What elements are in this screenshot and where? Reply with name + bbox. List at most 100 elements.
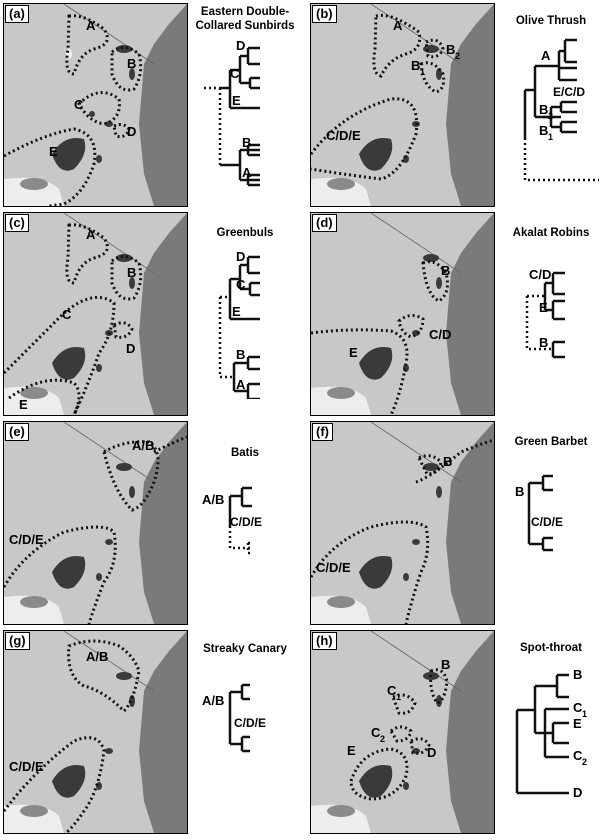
panel-title: Green Barbet bbox=[514, 436, 588, 448]
tree-label: C bbox=[573, 700, 583, 715]
map-label: C/D/E bbox=[326, 128, 361, 143]
map-label: A/B bbox=[86, 649, 108, 664]
map-d: B C/D E (d) bbox=[310, 212, 495, 416]
panel-title: Batis bbox=[230, 447, 260, 459]
tree-label: E bbox=[539, 300, 548, 315]
tree-label: D bbox=[573, 785, 582, 800]
phylo-tree-e: A/B C/D/E bbox=[202, 486, 262, 555]
map-label: C bbox=[62, 307, 72, 322]
map-label: B bbox=[411, 58, 420, 73]
map-label-sub: 1 bbox=[420, 67, 425, 77]
tree-label: C/D/E bbox=[531, 515, 563, 529]
highland-dark bbox=[52, 138, 86, 171]
map-label: B bbox=[443, 454, 452, 469]
tree-label: A bbox=[242, 165, 252, 180]
map-label: D bbox=[427, 745, 436, 760]
phylo-tree-f: B C/D/E bbox=[515, 474, 563, 552]
tree-label: B bbox=[539, 123, 548, 138]
panel-title: Greenbuls bbox=[216, 227, 274, 239]
panel-label: (e) bbox=[5, 423, 29, 441]
tree-label: A bbox=[236, 377, 246, 392]
map-label: E bbox=[349, 345, 358, 360]
panel-label: (a) bbox=[5, 5, 29, 23]
map-label: A bbox=[86, 18, 96, 33]
map-label: B bbox=[441, 263, 450, 278]
map-label: B bbox=[441, 657, 450, 672]
map-label: C bbox=[387, 683, 397, 698]
panel-label: (h) bbox=[312, 632, 337, 650]
phylo-tree-g: A/B C/D/E bbox=[202, 683, 266, 753]
map-label: D bbox=[126, 341, 135, 356]
map-a: A B C D E (a) bbox=[3, 3, 188, 207]
tree-label: D bbox=[236, 249, 245, 264]
tree-label: C bbox=[236, 277, 246, 292]
panel-c: A B C D E (c) Greenbuls D C E B A bbox=[0, 209, 300, 418]
map-label-sub: 1 bbox=[396, 692, 401, 702]
map-label: C/D/E bbox=[9, 532, 44, 547]
tree-label: C bbox=[573, 748, 583, 763]
map-label: C/D bbox=[429, 327, 451, 342]
panel-title: Olive Thrush bbox=[515, 15, 587, 27]
map-label: B bbox=[127, 265, 136, 280]
phylo-tree-d: C/D E B bbox=[525, 267, 565, 359]
tree-label: B bbox=[236, 347, 245, 362]
tree-label: B bbox=[539, 102, 548, 117]
panel-d: B C/D E (d) Akalat Robins C/D E B bbox=[300, 209, 600, 418]
phylo-tree-a: D C E B A bbox=[204, 38, 260, 187]
panel-a: A B C D E (a) Eastern Double-Collared Su… bbox=[0, 0, 300, 209]
tree-label: A/B bbox=[202, 693, 224, 708]
panel-b: A B 2 B 1 C/D/E (b) Olive Thrush A E/C/D… bbox=[300, 0, 600, 209]
tree-label: A/B bbox=[202, 492, 224, 507]
map-label: B bbox=[127, 56, 136, 71]
tree-label-sub: 1 bbox=[582, 709, 587, 719]
map-label: B bbox=[446, 42, 455, 57]
map-e: A/B C/D/E (e) bbox=[3, 421, 188, 625]
map-h: B C 1 C 2 E D (h) bbox=[310, 630, 495, 834]
tree-label: E/C/D bbox=[553, 85, 585, 99]
panel-label: (b) bbox=[312, 5, 337, 23]
map-c: A B C D E (c) bbox=[3, 212, 188, 416]
map-label: C bbox=[371, 725, 381, 740]
map-label: A/B bbox=[132, 438, 154, 453]
map-label: C/D/E bbox=[9, 759, 44, 774]
phylo-tree-b: A E/C/D B 2 B 1 bbox=[523, 38, 599, 182]
phylo-tree-c: D C E B A bbox=[218, 249, 260, 399]
tree-label: D bbox=[236, 38, 245, 53]
map-label: A bbox=[86, 227, 96, 242]
tree-label-sub: 2 bbox=[548, 111, 553, 121]
panel-title: Eastern Double-Collared Sunbirds bbox=[195, 6, 295, 32]
tree-label: E bbox=[232, 93, 241, 108]
panel-e: A/B C/D/E (e) Batis A/B C/D/E bbox=[0, 418, 300, 627]
map-label: A bbox=[393, 18, 403, 33]
panel-label: (f) bbox=[312, 423, 333, 441]
map-b: A B 2 B 1 C/D/E (b) bbox=[310, 3, 495, 207]
panel-f: B C/D/E (f) Green Barbet B C/D/E bbox=[300, 418, 600, 627]
panel-label: (c) bbox=[5, 214, 29, 232]
map-label: E bbox=[347, 743, 356, 758]
tree-label: C/D/E bbox=[234, 716, 266, 730]
map-g: A/B C/D/E (g) bbox=[3, 630, 188, 834]
map-label: D bbox=[127, 124, 136, 139]
tree-label: B bbox=[515, 484, 524, 499]
lake-area bbox=[4, 177, 64, 206]
panel-title: Streaky Canary bbox=[203, 643, 287, 655]
tree-label: E bbox=[573, 716, 582, 731]
panel-title: Akalat Robins bbox=[512, 227, 590, 239]
sea-area bbox=[139, 4, 187, 206]
tree-label: A bbox=[541, 48, 551, 63]
tree-label-sub: 1 bbox=[548, 132, 553, 142]
tree-label-sub: 2 bbox=[582, 757, 587, 767]
tree-label: E bbox=[232, 304, 241, 319]
panel-label: (d) bbox=[312, 214, 337, 232]
panel-g: A/B C/D/E (g) Streaky Canary A/B C/D/E bbox=[0, 627, 300, 836]
panel-title: Spot-throat bbox=[520, 642, 582, 654]
map-label-sub: 2 bbox=[455, 51, 460, 61]
map-f: B C/D/E (f) bbox=[310, 421, 495, 625]
phylo-tree-h: B C 1 E C 2 D bbox=[515, 667, 587, 800]
map-label: C/D/E bbox=[316, 560, 351, 575]
map-label: E bbox=[19, 397, 28, 412]
tree-label: C/D bbox=[529, 267, 551, 282]
map-label: E bbox=[49, 144, 58, 159]
tree-label: B bbox=[573, 667, 582, 682]
map-label: C bbox=[74, 97, 84, 112]
